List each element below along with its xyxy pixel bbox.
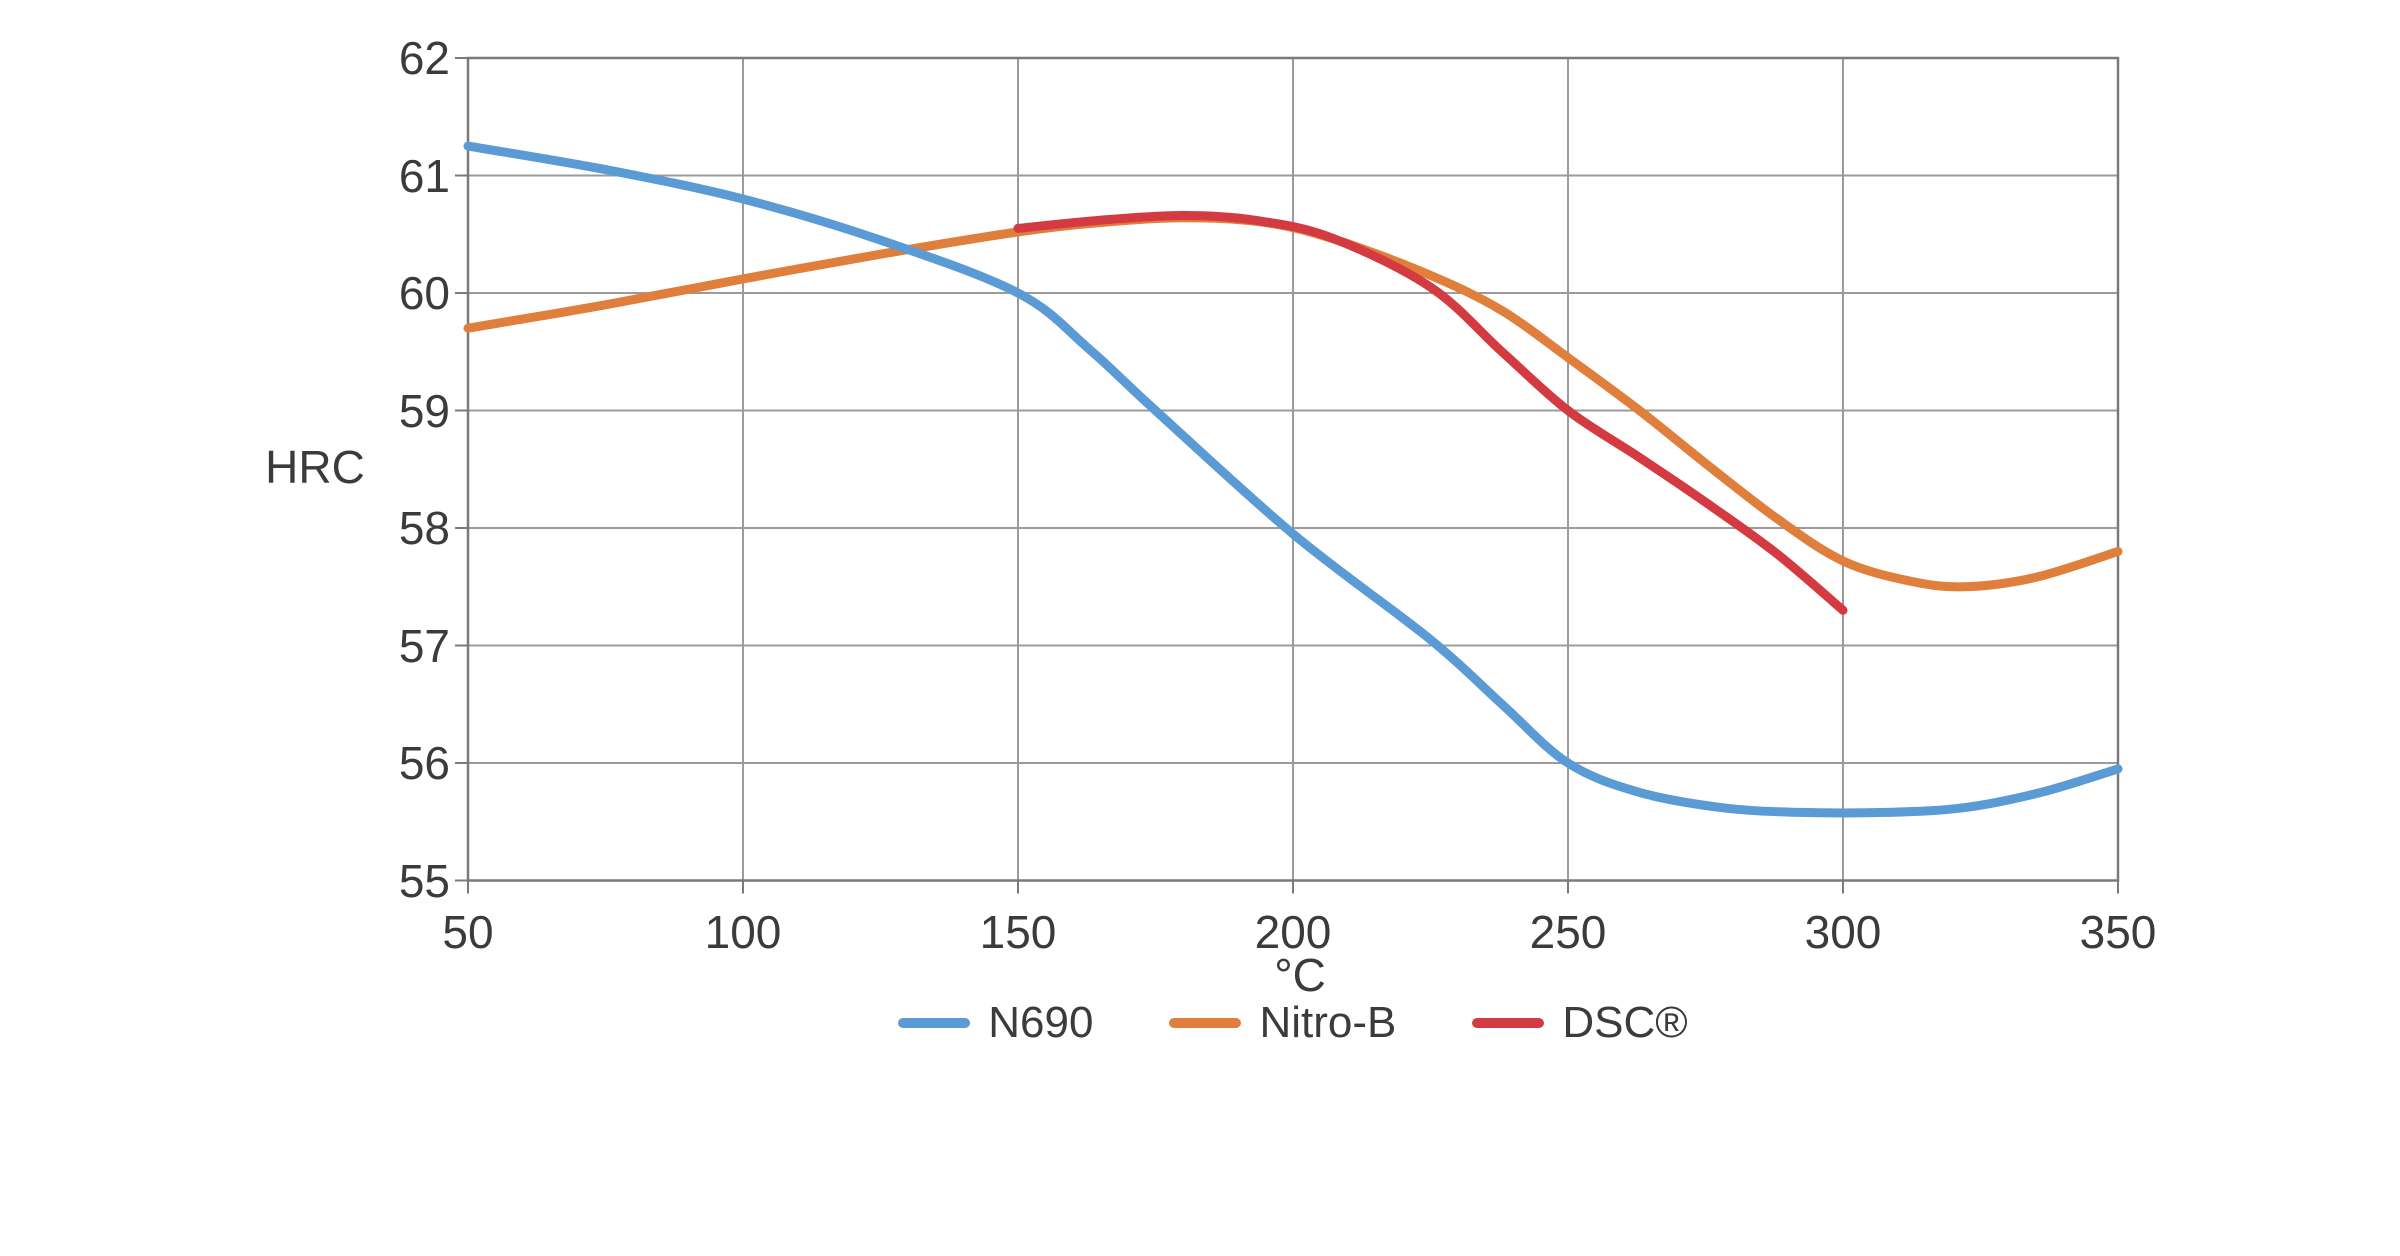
y-tick-label-62: 62 bbox=[398, 32, 450, 84]
x-tick-label-100: 100 bbox=[704, 905, 782, 958]
legend-label-n690: N690 bbox=[988, 998, 1094, 1047]
y-tick-label-60: 60 bbox=[398, 267, 450, 319]
x-tick-label-300: 300 bbox=[1804, 905, 1882, 958]
y-tick-label-59: 59 bbox=[398, 384, 450, 437]
legend-item-nitro-b: Nitro-B bbox=[1169, 998, 1396, 1048]
nitro-b-line-swatch-icon bbox=[1169, 1018, 1242, 1028]
series-line-dsc bbox=[1013, 211, 1848, 615]
series-line-n690 bbox=[463, 141, 2123, 818]
legend-label-nitro-b: Nitro-B bbox=[1259, 998, 1397, 1047]
dsc-line-swatch-icon bbox=[1472, 1018, 1545, 1028]
plot-area bbox=[455, 56, 2123, 894]
x-tick-label-50: 50 bbox=[442, 905, 494, 958]
legend-item-n690: N690 bbox=[898, 998, 1093, 1048]
x-tick-label-150: 150 bbox=[979, 905, 1057, 958]
chart-svg bbox=[455, 56, 2123, 894]
x-tick-label-200: 200 bbox=[1254, 905, 1332, 958]
y-axis-title: HRC bbox=[265, 441, 365, 493]
legend: N690 Nitro-B DSC® bbox=[468, 998, 2118, 1048]
legend-item-dsc: DSC® bbox=[1472, 998, 1688, 1048]
n690-line-swatch-icon bbox=[898, 1018, 971, 1028]
x-tick-label-250: 250 bbox=[1529, 905, 1607, 958]
y-tick-label-58: 58 bbox=[398, 502, 450, 554]
legend-label-dsc: DSC® bbox=[1562, 998, 1688, 1047]
y-tick-label-61: 61 bbox=[398, 149, 450, 202]
x-axis-title: °C bbox=[1274, 949, 1326, 1001]
x-tick-label-350: 350 bbox=[2079, 905, 2157, 958]
series-line-nitrob bbox=[463, 213, 2123, 592]
y-tick-label-56: 56 bbox=[398, 737, 450, 789]
y-tick-label-57: 57 bbox=[398, 619, 450, 672]
y-tick-label-55: 55 bbox=[398, 854, 450, 907]
